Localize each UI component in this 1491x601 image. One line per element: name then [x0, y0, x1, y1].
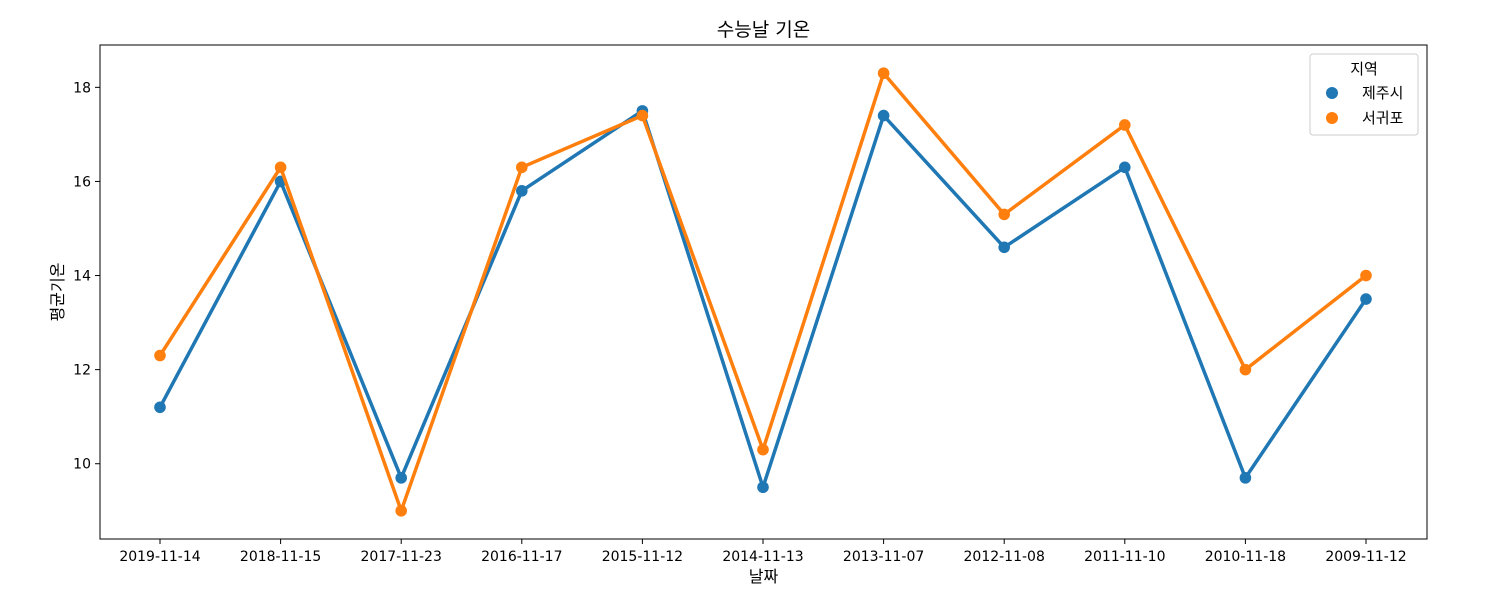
legend-marker — [1326, 112, 1338, 124]
legend-marker — [1326, 87, 1338, 99]
x-tick-label: 2013-11-07 — [843, 549, 924, 565]
series-line — [158, 109, 1368, 489]
data-point — [516, 161, 528, 174]
series-layer — [154, 67, 1372, 517]
x-tick-label: 2019-11-14 — [119, 549, 200, 565]
legend-label: 제주시 — [1362, 84, 1403, 102]
legend-label: 서귀포 — [1362, 109, 1404, 127]
x-axis: 2019-11-14 2018-11-15 2017-11-23 2016-11-17… — [119, 539, 1407, 565]
data-point — [998, 241, 1010, 254]
x-tick-label: 2017-11-23 — [361, 549, 442, 565]
plot-area-frame — [99, 44, 1428, 540]
x-tick-label: 2010-11-18 — [1205, 549, 1286, 565]
data-point — [998, 208, 1010, 221]
x-tick-label: 2015-11-12 — [602, 549, 683, 565]
chart-title: 수능날 기온 — [717, 19, 810, 41]
data-point — [395, 504, 408, 517]
data-point — [516, 185, 528, 197]
x-axis-title: 날짜 — [749, 567, 779, 586]
data-point — [877, 67, 890, 80]
data-point — [1360, 293, 1372, 305]
data-point — [1239, 472, 1252, 484]
data-point — [757, 481, 769, 494]
y-tick-label: 16 — [73, 174, 91, 190]
x-tick-label: 2009-11-12 — [1325, 549, 1406, 565]
y-axis-title: 평균기온 — [48, 263, 67, 322]
data-point — [757, 443, 769, 456]
data-point — [1239, 363, 1252, 376]
y-tick-label: 12 — [73, 363, 91, 379]
data-point — [1360, 269, 1372, 282]
x-tick-label: 2016-11-17 — [481, 549, 562, 565]
data-point — [877, 109, 890, 122]
legend-title: 지역 — [1350, 60, 1378, 78]
data-point — [636, 109, 649, 122]
data-point — [1119, 161, 1131, 174]
x-tick-label: 2011-11-10 — [1084, 549, 1165, 565]
y-tick-label: 10 — [73, 457, 91, 473]
data-point — [274, 161, 287, 174]
x-tick-label: 2014-11-13 — [722, 549, 803, 565]
y-tick-label: 14 — [73, 269, 91, 285]
x-tick-label: 2012-11-08 — [964, 549, 1045, 565]
y-axis: 10 12 14 16 18 — [73, 80, 100, 473]
data-point — [1119, 119, 1131, 131]
x-tick-label: 2018-11-15 — [240, 549, 321, 565]
data-point — [154, 401, 166, 414]
data-point — [154, 349, 166, 362]
data-point — [395, 472, 408, 484]
y-tick-label: 18 — [73, 80, 91, 96]
